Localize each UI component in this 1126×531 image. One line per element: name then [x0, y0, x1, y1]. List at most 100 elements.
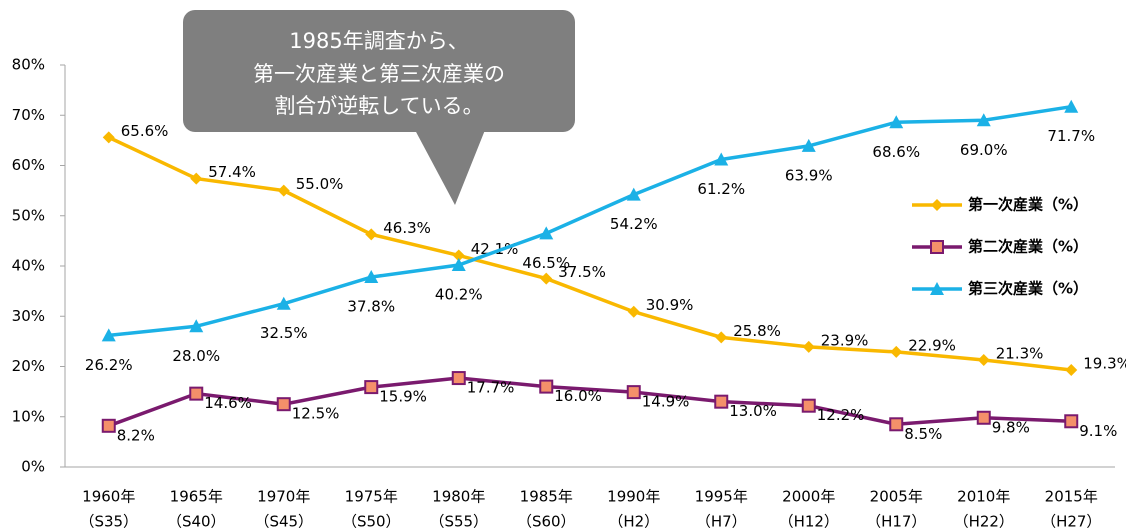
marker [801, 138, 816, 152]
marker [714, 394, 729, 409]
marker [189, 386, 204, 401]
data-label: 63.9% [785, 166, 833, 184]
x-tick-era: （H12） [779, 513, 839, 531]
marker [890, 345, 903, 358]
series-line [108, 376, 1072, 428]
marker [276, 397, 291, 412]
data-label: 17.7% [467, 379, 515, 397]
x-tick-era: （S45） [254, 513, 313, 531]
data-label: 14.6% [204, 394, 252, 412]
x-tick-era: （S55） [429, 513, 488, 531]
marker [802, 340, 815, 353]
data-label: 61.2% [697, 180, 745, 198]
marker [539, 379, 554, 394]
data-label: 23.9% [821, 331, 869, 349]
x-tick-label: 2010年 [957, 488, 1010, 506]
data-label: 22.9% [908, 336, 956, 354]
data-label: 12.2% [817, 406, 865, 424]
marker [714, 152, 729, 166]
x-tick-era: （H27） [1041, 513, 1101, 531]
data-label: 8.5% [904, 425, 942, 443]
x-tick-era: （H22） [954, 513, 1014, 531]
data-label: 12.5% [292, 405, 340, 423]
callout-text: 第一次産業と第三次産業の [253, 62, 505, 86]
legend-marker [930, 282, 944, 295]
x-tick-era: （S40） [167, 513, 226, 531]
data-label: 46.5% [522, 254, 570, 272]
data-label: 14.9% [642, 393, 690, 411]
y-tick-label: 30% [12, 307, 45, 325]
data-label: 26.2% [85, 356, 133, 374]
data-label: 69.0% [960, 141, 1008, 159]
marker [889, 115, 904, 129]
data-label: 68.6% [872, 143, 920, 161]
marker [1064, 99, 1079, 113]
data-label: 30.9% [646, 296, 694, 314]
y-tick-label: 40% [12, 257, 45, 275]
callout-pointer [415, 130, 485, 205]
series-line [108, 135, 1072, 372]
data-label: 32.5% [260, 324, 308, 342]
callout-text: 1985年調査から、 [289, 29, 468, 53]
marker [190, 172, 203, 185]
data-label: 55.0% [296, 175, 344, 193]
data-label: 9.8% [992, 418, 1030, 436]
x-tick-era: （S60） [517, 513, 576, 531]
y-tick-label: 10% [12, 407, 45, 425]
series-line [108, 104, 1072, 338]
data-label: 57.4% [208, 163, 256, 181]
marker [364, 270, 379, 284]
y-tick-label: 20% [12, 357, 45, 375]
callout-box [183, 10, 575, 132]
data-label: 65.6% [121, 122, 169, 140]
x-tick-label: 2000年 [782, 488, 835, 506]
x-tick-label: 1975年 [345, 488, 398, 506]
legend-marker [931, 199, 943, 211]
y-tick-label: 50% [12, 206, 45, 224]
x-tick-era: （S50） [342, 513, 401, 531]
data-label: 37.8% [347, 298, 395, 316]
data-label: 15.9% [379, 388, 427, 406]
marker [102, 131, 115, 144]
marker [276, 296, 291, 310]
marker [626, 385, 641, 400]
x-tick-label: 1995年 [695, 488, 748, 506]
data-label: 25.8% [733, 322, 781, 340]
x-tick-era: （S35） [79, 513, 138, 531]
x-tick-label: 2015年 [1045, 488, 1098, 506]
y-tick-label: 60% [12, 156, 45, 174]
callout-text: 割合が逆転している。 [274, 94, 483, 118]
data-label: 8.2% [117, 426, 155, 444]
x-tick-label: 1970年 [257, 488, 310, 506]
x-tick-era: （H2） [608, 513, 659, 531]
data-label: 19.3% [1083, 355, 1126, 373]
legend-label: 第二次産業（%） [968, 238, 1088, 256]
x-tick-label: 1960年 [82, 488, 135, 506]
x-tick-era: （H7） [696, 513, 747, 531]
data-label: 46.3% [383, 219, 431, 237]
x-tick-era: （H17） [866, 513, 926, 531]
data-label: 54.2% [610, 215, 658, 233]
marker [364, 380, 379, 395]
x-tick-label: 1980年 [432, 488, 485, 506]
marker [627, 305, 640, 318]
callout: 1985年調査から、 第一次産業と第三次産業の 割合が逆転している。 [183, 10, 575, 205]
x-tick-label: 2005年 [870, 488, 923, 506]
marker [976, 410, 991, 425]
legend-label: 第三次産業（%） [968, 280, 1088, 298]
marker [715, 331, 728, 344]
marker [1064, 414, 1079, 429]
data-label: 21.3% [996, 344, 1044, 362]
marker [452, 249, 465, 262]
marker [451, 371, 466, 386]
data-label: 28.0% [172, 347, 220, 365]
marker [977, 353, 990, 366]
marker [626, 187, 641, 201]
data-label: 42.1% [471, 240, 519, 258]
data-label: 9.1% [1079, 422, 1117, 440]
data-label: 71.7% [1047, 127, 1095, 145]
marker [365, 228, 378, 241]
y-tick-label: 0% [21, 458, 45, 476]
marker [277, 184, 290, 197]
